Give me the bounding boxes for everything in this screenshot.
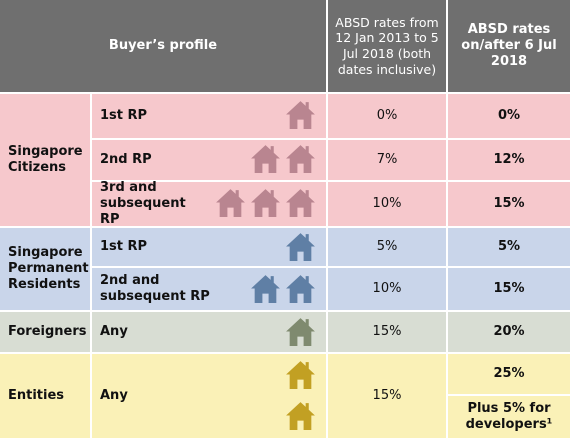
profile-pr-2nd: 2nd and subsequent RP (92, 268, 326, 310)
houses-citizens-3rd (214, 186, 317, 219)
rate-2018-pr-2nd: 15% (448, 268, 570, 310)
rate-2013-citizens-3rd: 10% (328, 182, 446, 226)
profile-pr-1st: 1st RP (92, 228, 326, 266)
houses-foreigners (284, 315, 317, 348)
houses-citizens-2nd (249, 142, 317, 175)
profile-citizens-3rd: 3rd and subsequent RP (92, 180, 326, 227)
rate-2018-pr-1st: 5% (448, 228, 570, 266)
house-icon (286, 101, 315, 129)
house-icon (251, 145, 280, 173)
rate-2018-entities: 25% (448, 354, 570, 394)
rate-2018-entities-developers: Plus 5% for developers¹ (448, 396, 570, 438)
rate-2013-citizens-2nd: 7% (328, 140, 446, 180)
profile-foreigners-any: Any (92, 312, 326, 352)
houses-entities-bottom (284, 399, 317, 432)
house-icon (286, 275, 315, 303)
profile-citizens-1st: 1st RP (92, 94, 326, 138)
group-entities: Entities (0, 354, 90, 438)
house-icon (286, 233, 315, 261)
house-icon (286, 189, 315, 217)
rate-2018-citizens-3rd: 15% (448, 182, 570, 226)
rate-2013-foreigners: 15% (328, 312, 446, 352)
rate-2013-entities: 15% (328, 354, 446, 438)
house-icon (251, 189, 280, 217)
profile-citizens-2nd: 2nd RP (92, 140, 326, 180)
header-buyer-profile: Buyer’s profile (0, 0, 326, 92)
house-icon (286, 361, 315, 389)
houses-citizens-1st (284, 98, 317, 131)
group-foreigners: Foreigners (0, 312, 90, 352)
rate-2018-foreigners: 20% (448, 312, 570, 352)
group-permanent-residents: Singapore Permanent Residents (0, 228, 90, 310)
rate-2013-citizens-1st: 0% (328, 94, 446, 138)
rate-2013-pr-1st: 5% (328, 228, 446, 266)
house-icon (251, 275, 280, 303)
header-rates-2018: ABSD rates on/after 6 Jul 2018 (448, 0, 570, 92)
house-icon (286, 145, 315, 173)
houses-pr-2nd (249, 272, 317, 305)
profile-entities-any: Any (92, 354, 326, 438)
houses-pr-1st (284, 230, 317, 263)
house-icon (286, 402, 315, 430)
rate-2018-citizens-1st: 0% (448, 94, 570, 138)
rate-2018-citizens-2nd: 12% (448, 140, 570, 180)
house-icon (286, 318, 315, 346)
houses-entities-top (284, 358, 317, 391)
house-icon (216, 189, 245, 217)
header-rates-2013: ABSD rates from 12 Jan 2013 to 5 Jul 201… (328, 0, 446, 92)
rate-2013-pr-2nd: 10% (328, 268, 446, 310)
group-citizens: Singapore Citizens (0, 94, 90, 226)
